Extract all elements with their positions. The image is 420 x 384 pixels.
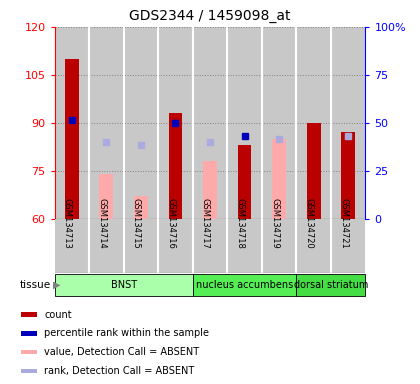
- Bar: [262, 219, 297, 273]
- Text: tissue: tissue: [19, 280, 50, 290]
- Bar: [21, 350, 37, 354]
- Bar: [21, 369, 37, 373]
- Bar: [123, 219, 158, 273]
- Text: GSM134720: GSM134720: [304, 198, 314, 248]
- Text: GSM134719: GSM134719: [270, 198, 279, 248]
- Text: ▶: ▶: [52, 280, 60, 290]
- Text: GSM134721: GSM134721: [339, 198, 348, 248]
- Bar: [297, 219, 331, 273]
- Text: GSM134716: GSM134716: [166, 198, 176, 248]
- Text: percentile rank within the sample: percentile rank within the sample: [45, 328, 210, 338]
- Bar: [158, 27, 193, 219]
- Bar: [238, 145, 252, 219]
- Bar: [272, 139, 286, 219]
- Bar: [193, 274, 297, 296]
- Bar: [227, 219, 262, 273]
- Bar: [21, 313, 37, 317]
- Text: nucleus accumbens: nucleus accumbens: [196, 280, 293, 290]
- Text: dorsal striatum: dorsal striatum: [294, 280, 368, 290]
- Bar: [227, 27, 262, 219]
- Bar: [100, 174, 113, 219]
- Bar: [123, 27, 158, 219]
- Bar: [55, 219, 89, 273]
- Bar: [55, 27, 89, 219]
- Text: value, Detection Call = ABSENT: value, Detection Call = ABSENT: [45, 347, 200, 357]
- Title: GDS2344 / 1459098_at: GDS2344 / 1459098_at: [129, 9, 291, 23]
- Bar: [203, 161, 217, 219]
- Bar: [55, 274, 193, 296]
- Bar: [297, 274, 365, 296]
- Text: rank, Detection Call = ABSENT: rank, Detection Call = ABSENT: [45, 366, 195, 376]
- Bar: [262, 27, 297, 219]
- Bar: [331, 219, 365, 273]
- Bar: [168, 113, 182, 219]
- Bar: [341, 132, 355, 219]
- Bar: [89, 219, 123, 273]
- Text: count: count: [45, 310, 72, 319]
- Bar: [158, 219, 193, 273]
- Bar: [297, 27, 331, 219]
- Text: GSM134714: GSM134714: [97, 198, 106, 248]
- Bar: [65, 59, 79, 219]
- Text: GSM134717: GSM134717: [201, 198, 210, 248]
- Text: GSM134718: GSM134718: [236, 198, 244, 248]
- Text: GSM134715: GSM134715: [132, 198, 141, 248]
- Bar: [21, 331, 37, 336]
- Bar: [89, 27, 123, 219]
- Text: BNST: BNST: [110, 280, 137, 290]
- Bar: [307, 123, 320, 219]
- Bar: [193, 219, 227, 273]
- Text: GSM134713: GSM134713: [63, 198, 72, 248]
- Bar: [134, 197, 148, 219]
- Bar: [193, 27, 227, 219]
- Bar: [331, 27, 365, 219]
